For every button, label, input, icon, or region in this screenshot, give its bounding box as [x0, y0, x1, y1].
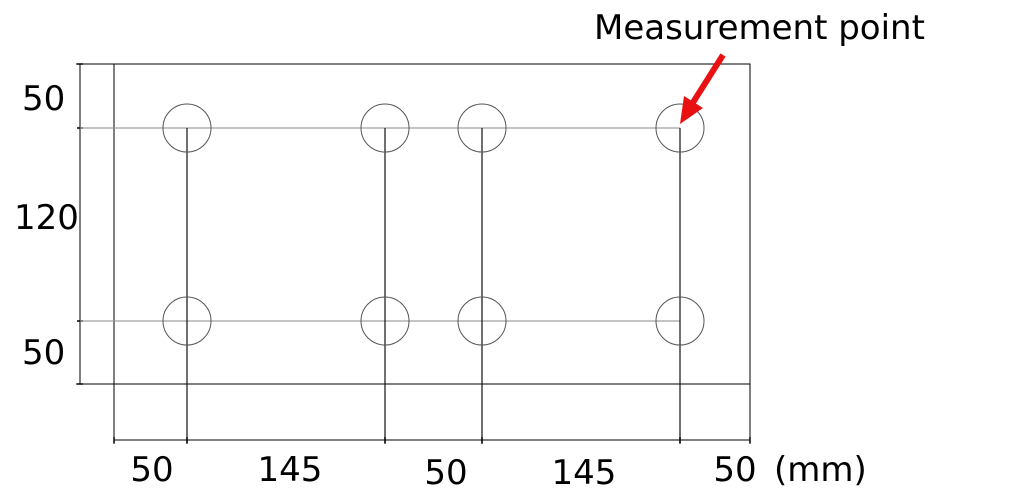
horizontal-dim-label-1: 50: [130, 450, 173, 490]
measurement-point-label: Measurement point: [594, 8, 925, 48]
bolt-hole-r2-c3: [457, 296, 507, 346]
bolt-hole-r1-c4: [655, 103, 705, 153]
measurement-point-arrow: [689, 53, 726, 106]
horizontal-dim-label-3: 50: [424, 453, 467, 493]
vertical-dim-label-bottom: 50: [22, 333, 65, 373]
bolt-hole-r2-c1: [162, 296, 212, 346]
bolt-hole-r1-c2: [360, 103, 410, 153]
horizontal-dim-label-4: 145: [552, 453, 617, 493]
plate-outline: [113, 63, 751, 385]
vertical-dim-label-top: 50: [22, 79, 65, 119]
bolt-hole-r2-c2: [360, 296, 410, 346]
hole-columns: [186, 128, 681, 444]
horizontal-dim-label-2: 145: [258, 450, 323, 490]
bolt-hole-r2-c4: [655, 296, 705, 346]
unit-label: (mm): [774, 450, 867, 490]
hole-grid: [162, 103, 705, 346]
measurement-point-arrowhead: [680, 96, 703, 124]
bolt-hole-r1-c1: [162, 103, 212, 153]
bolt-hole-r1-c3: [457, 103, 507, 153]
horizontal-dim-label-5: 50: [713, 450, 756, 490]
vertical-dim-label-middle: 120: [14, 198, 79, 238]
